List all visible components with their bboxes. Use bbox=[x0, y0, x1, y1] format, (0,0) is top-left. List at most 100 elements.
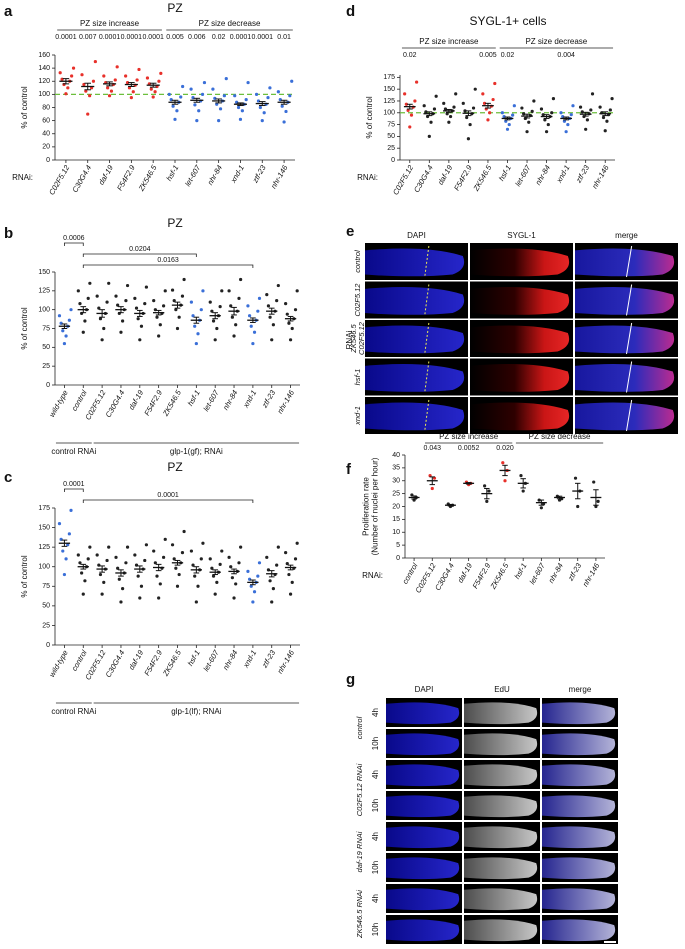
data-point bbox=[254, 92, 259, 96]
data-point bbox=[260, 119, 264, 123]
data-point bbox=[202, 80, 207, 85]
data-point bbox=[211, 574, 216, 578]
group-label: control bbox=[355, 716, 364, 739]
channel-label: merge bbox=[569, 685, 592, 694]
x-tick-label: let-607 bbox=[201, 388, 221, 413]
data-point bbox=[290, 326, 294, 331]
x-tick-label: control bbox=[70, 648, 89, 672]
data-point bbox=[171, 104, 175, 108]
bracket bbox=[64, 488, 84, 492]
data-point bbox=[551, 97, 556, 101]
chart-title: PZ bbox=[167, 460, 182, 474]
data-point bbox=[246, 569, 250, 574]
data-point bbox=[158, 582, 162, 586]
data-point bbox=[62, 341, 67, 346]
x-tick-label: hsf-1 bbox=[186, 388, 202, 407]
data-point bbox=[288, 94, 292, 98]
data-point bbox=[257, 296, 262, 300]
data-point bbox=[295, 289, 299, 293]
gonad-image bbox=[542, 733, 616, 756]
data-point bbox=[287, 321, 291, 325]
gonad-image bbox=[575, 402, 675, 431]
p-value: 0.02 bbox=[403, 52, 417, 59]
data-point bbox=[86, 112, 90, 116]
y-tick-label: 100 bbox=[38, 91, 50, 98]
x-tick-label: ztf-23 bbox=[250, 163, 268, 185]
x-tick-label: C30G4.4 bbox=[70, 163, 93, 194]
gonad-image bbox=[575, 364, 675, 392]
data-point bbox=[571, 104, 575, 108]
data-point bbox=[244, 98, 248, 102]
data-point bbox=[505, 127, 510, 131]
data-point bbox=[196, 332, 200, 336]
data-point bbox=[585, 118, 589, 122]
gonad-image bbox=[542, 857, 616, 880]
data-point bbox=[189, 300, 193, 304]
gonad-image bbox=[464, 733, 538, 756]
gonad-image bbox=[386, 919, 460, 942]
row-label: ZK546.5 bbox=[349, 323, 358, 353]
data-point bbox=[471, 106, 476, 110]
group-label: daf-19 RNAi bbox=[355, 831, 364, 872]
bracket-label: 0.0001 bbox=[157, 492, 179, 499]
channel-label: EdU bbox=[494, 685, 510, 694]
data-point bbox=[102, 580, 106, 584]
data-point bbox=[107, 94, 112, 98]
p-value: 0.0001 bbox=[99, 34, 121, 41]
data-point bbox=[155, 574, 159, 578]
x-tick-label: ztf-23 bbox=[573, 163, 591, 185]
data-point bbox=[285, 312, 289, 316]
group-label: glp-1(lf); RNAi bbox=[171, 707, 221, 716]
data-point bbox=[81, 592, 85, 596]
y-tick-label: 35 bbox=[392, 465, 400, 472]
data-point bbox=[487, 489, 491, 493]
panel-letter: f bbox=[346, 461, 352, 478]
data-point bbox=[125, 80, 130, 85]
y-tick-label: 40 bbox=[42, 131, 50, 138]
y-tick-label: 50 bbox=[387, 133, 395, 140]
x-tick-label: control bbox=[70, 388, 89, 412]
row-label: xnd-1 bbox=[353, 406, 362, 426]
x-tick-label: nhr-84 bbox=[221, 648, 240, 671]
group-label: glp-1(gf); RNAi bbox=[170, 447, 223, 456]
x-tick-label: nhr-84 bbox=[221, 388, 240, 411]
x-tick-label: nhr-146 bbox=[590, 163, 611, 190]
y-tick-label: 150 bbox=[38, 269, 50, 276]
data-point bbox=[102, 74, 106, 78]
data-point bbox=[106, 86, 110, 90]
data-point bbox=[424, 110, 428, 114]
data-point bbox=[246, 80, 250, 85]
x-tick-label: hsf-1 bbox=[164, 163, 180, 182]
group-label: PZ size decrease bbox=[529, 432, 591, 441]
x-tick-label: let-607 bbox=[201, 648, 221, 673]
data-point bbox=[559, 111, 563, 115]
data-point bbox=[95, 294, 99, 298]
data-point bbox=[135, 78, 139, 82]
data-point bbox=[511, 113, 515, 117]
data-point bbox=[541, 113, 545, 117]
data-point bbox=[201, 289, 205, 293]
group-label: ZK546.5 RNAi bbox=[355, 890, 364, 939]
side-label: RNAi bbox=[345, 330, 354, 349]
data-point bbox=[290, 580, 294, 584]
data-point bbox=[107, 545, 111, 549]
data-point bbox=[117, 577, 121, 581]
data-point bbox=[175, 326, 180, 331]
data-point bbox=[525, 130, 529, 134]
data-point bbox=[93, 59, 97, 64]
data-point bbox=[78, 561, 82, 565]
time-label: 4h bbox=[371, 770, 380, 779]
row-label: hsf-1 bbox=[353, 369, 362, 386]
data-point bbox=[284, 302, 288, 306]
data-point bbox=[246, 304, 250, 308]
data-point bbox=[61, 549, 65, 553]
data-point bbox=[83, 579, 87, 583]
data-point bbox=[403, 92, 407, 96]
y-tick-label: 25 bbox=[42, 363, 50, 370]
data-point bbox=[189, 549, 193, 553]
p-value: 0.004 bbox=[557, 52, 575, 59]
gonad-image bbox=[575, 248, 675, 277]
data-point bbox=[268, 86, 272, 90]
data-point bbox=[233, 94, 237, 98]
data-point bbox=[252, 330, 257, 334]
